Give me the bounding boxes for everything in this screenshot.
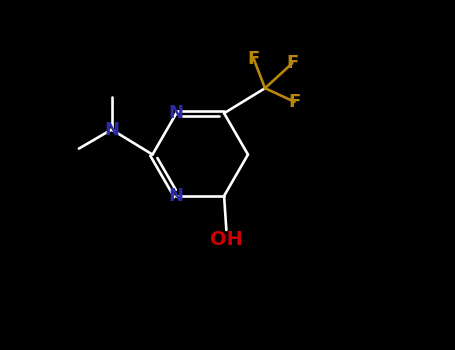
Text: N: N [104, 120, 119, 139]
Text: OH: OH [210, 230, 243, 249]
Text: F: F [248, 50, 260, 68]
Text: F: F [288, 93, 301, 111]
Text: N: N [169, 104, 184, 122]
Text: F: F [286, 54, 298, 72]
Text: N: N [169, 187, 184, 205]
